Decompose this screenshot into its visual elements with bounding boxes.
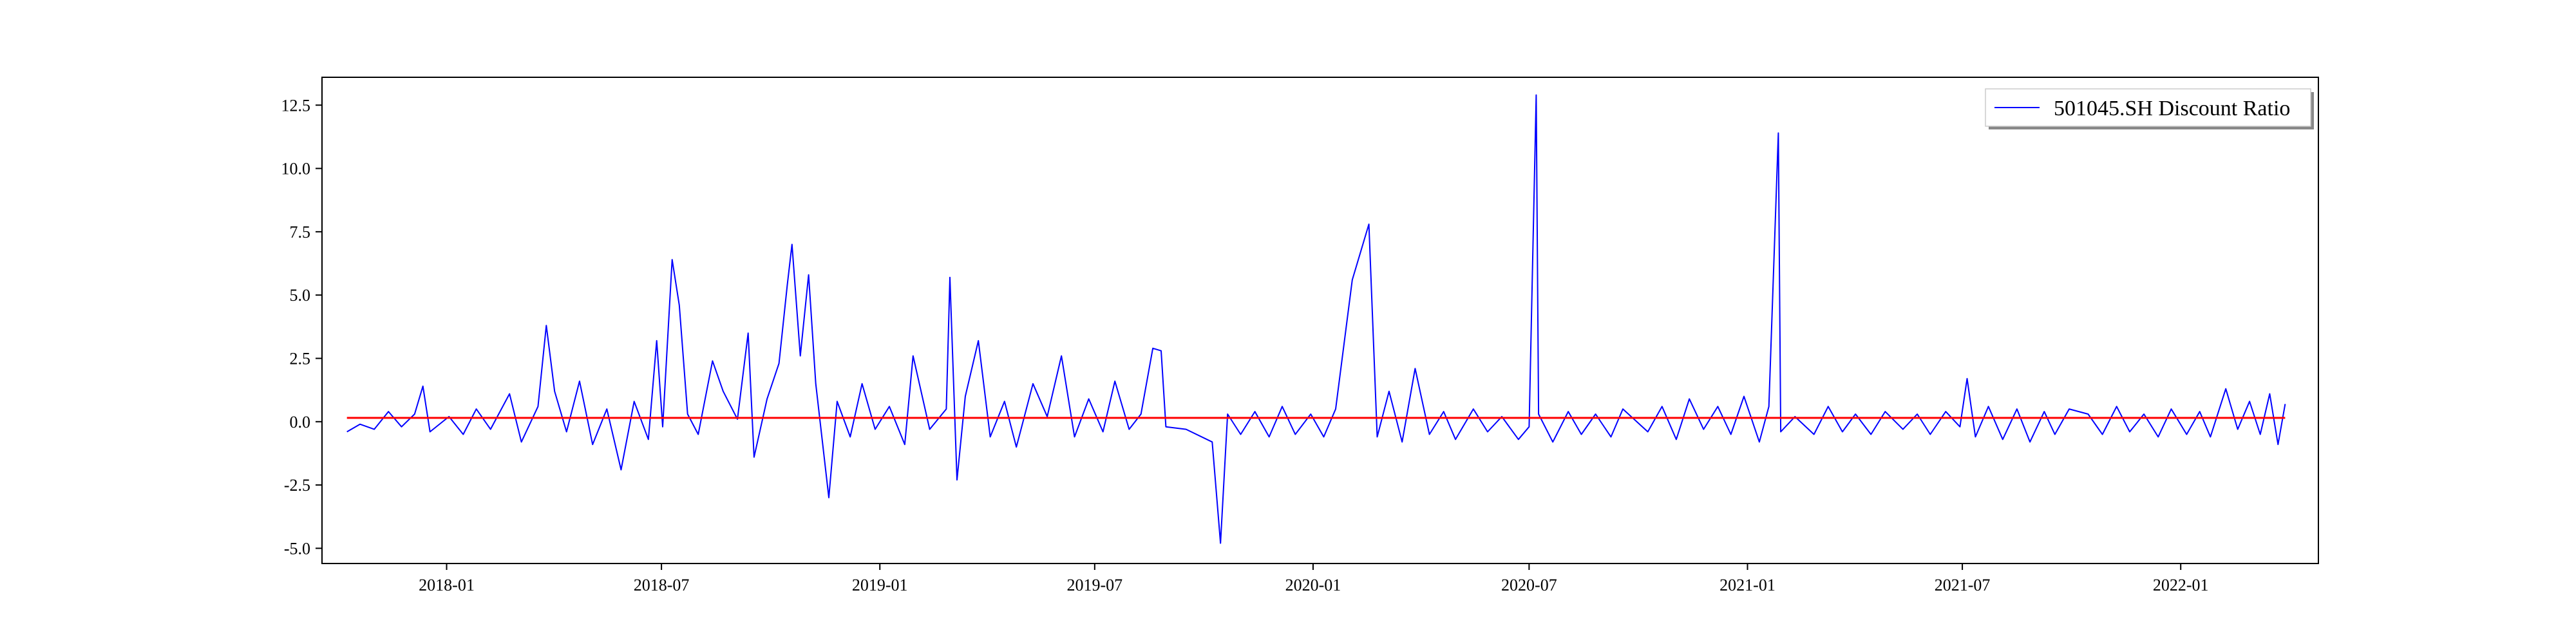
plot-area: [322, 77, 2318, 564]
x-tick-label: 2020-01: [1285, 576, 1341, 594]
x-tick-label: 2018-01: [419, 576, 475, 594]
x-tick-label: 2021-07: [1935, 576, 1991, 594]
y-tick-label: 5.0: [290, 286, 311, 305]
series-group: [346, 94, 2286, 544]
legend-label: 501045.SH Discount Ratio: [2054, 97, 2290, 120]
x-tick-label: 2021-01: [1719, 576, 1776, 594]
y-tick-label: 2.5: [290, 349, 311, 368]
x-tick-label: 2022-01: [2153, 576, 2209, 594]
plot-background: [322, 77, 2318, 564]
legend-box: [1985, 88, 2311, 127]
y-tick-label: -5.0: [284, 539, 310, 558]
x-tick-label: 2019-01: [852, 576, 908, 594]
y-tick-label: 0.0: [290, 413, 311, 431]
axes: 2018-01 2018-07 2019-01 2019-07 2020-01 2020-…: [281, 77, 2319, 594]
y-tick-label: 12.5: [281, 96, 311, 115]
axes-frame: [321, 77, 2319, 564]
x-tick-label: 2019-07: [1066, 576, 1122, 594]
x-tick-label: 2020-07: [1501, 576, 1557, 594]
y-tick-label: 7.5: [290, 223, 311, 242]
x-tick-label: 2018-07: [634, 576, 690, 594]
y-tick-label: -2.5: [284, 476, 310, 495]
series-line-discount-ratio: [346, 94, 2286, 544]
y-tick-label: 10.0: [281, 160, 311, 178]
legend: 501045.SH Discount Ratio: [1985, 88, 2314, 129]
